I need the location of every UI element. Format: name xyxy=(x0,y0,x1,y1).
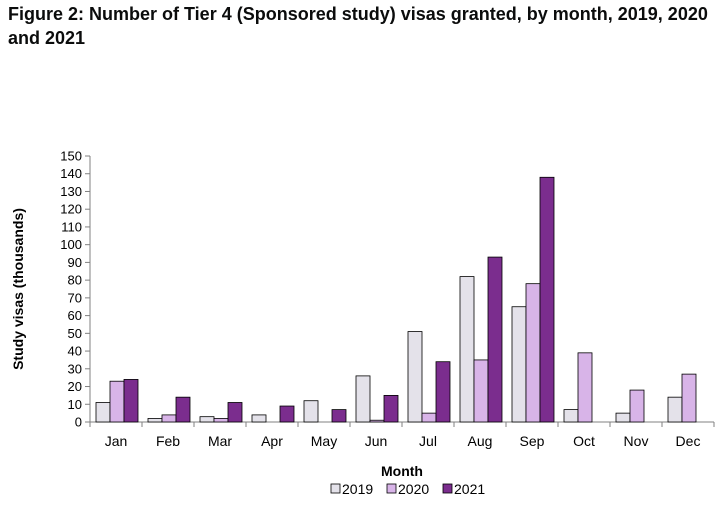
x-tick-label: May xyxy=(311,433,337,449)
bar-2021-jul xyxy=(435,361,451,423)
bar-2019-mar xyxy=(199,416,215,423)
y-tick-label: 150 xyxy=(60,149,82,164)
bars xyxy=(95,176,697,423)
y-tick-label: 20 xyxy=(68,379,82,394)
legend-swatch-2019 xyxy=(330,483,341,494)
y-tick-label: 100 xyxy=(60,237,82,252)
y-tick-label: 110 xyxy=(61,219,82,234)
bar-2021-aug xyxy=(487,256,503,423)
bar-2019-apr xyxy=(251,414,267,423)
figure-title: Figure 2: Number of Tier 4 (Sponsored st… xyxy=(8,4,708,48)
x-tick-label: Sep xyxy=(520,433,545,449)
bar-2019-sep xyxy=(511,306,527,423)
y-tick-label: 80 xyxy=(68,273,82,288)
legend-label-2020: 2020 xyxy=(398,481,429,497)
bar-2019-nov xyxy=(615,412,631,423)
bar-2019-feb xyxy=(147,418,163,423)
y-tick-label: 40 xyxy=(68,344,82,359)
bar-2021-apr xyxy=(279,405,295,423)
x-tick-label: Dec xyxy=(676,433,701,449)
bar-2020-mar xyxy=(213,418,229,423)
x-tick-label: Mar xyxy=(208,433,232,449)
bar-2021-sep xyxy=(539,176,555,423)
x-axis: Jan Feb Mar Apr May Jun Jul Aug Sep Oct Nov Dec xyxy=(89,421,715,449)
x-tick-label: Aug xyxy=(468,433,493,449)
x-axis-title: Month xyxy=(381,463,423,479)
bar-2021-jun xyxy=(383,394,399,423)
legend-swatch-2021 xyxy=(442,483,453,494)
bar-2019-oct xyxy=(563,409,579,423)
y-tick-label: 130 xyxy=(60,184,82,199)
y-tick-label: 90 xyxy=(68,255,82,270)
y-axis: 0 10 20 30 40 50 60 70 80 90 100 110 120 130 140 150 xyxy=(60,149,91,430)
bar-2020-jan xyxy=(109,380,125,423)
bar-2019-may xyxy=(303,400,319,423)
bar-2020-aug xyxy=(473,359,489,423)
bar-2021-jan xyxy=(123,379,139,423)
x-tick-label: Jul xyxy=(419,433,437,449)
y-tick-label: 30 xyxy=(68,361,82,376)
bar-2020-feb xyxy=(161,414,177,423)
x-tick-label: Jun xyxy=(365,433,388,449)
x-tick-label: Nov xyxy=(624,433,649,449)
bar-2019-aug xyxy=(459,276,475,423)
bar-2021-mar xyxy=(227,402,243,423)
y-tick-label: 0 xyxy=(75,415,82,430)
bar-2020-dec xyxy=(681,373,697,423)
bar-2020-jun xyxy=(369,419,385,423)
bar-2019-jun xyxy=(355,375,371,423)
bar-2020-oct xyxy=(577,352,593,423)
legend-swatch-2020 xyxy=(386,483,397,494)
y-tick-label: 70 xyxy=(68,290,82,305)
legend-label-2021: 2021 xyxy=(454,481,485,497)
x-tick-label: Oct xyxy=(573,433,595,449)
x-tick-label: Apr xyxy=(261,433,283,449)
bar-2021-may xyxy=(331,409,347,423)
legend-label-2019: 2019 xyxy=(342,481,373,497)
bar-2019-jul xyxy=(407,331,423,423)
y-tick-label: 120 xyxy=(60,202,82,217)
x-tick-label: Feb xyxy=(156,433,180,449)
bar-2020-sep xyxy=(525,283,541,423)
bar-2019-dec xyxy=(667,396,683,423)
bar-2020-nov xyxy=(629,389,645,423)
bar-2020-jul xyxy=(421,412,437,423)
bar-2019-jan xyxy=(95,402,111,423)
x-tick-label: Jan xyxy=(105,433,128,449)
bar-2021-feb xyxy=(175,396,191,423)
y-tick-label: 10 xyxy=(68,397,82,412)
y-tick-label: 50 xyxy=(68,326,82,341)
legend: 2019 2020 2021 xyxy=(330,481,485,497)
y-tick-label: 140 xyxy=(60,166,82,181)
y-axis-title: Study visas (thousands) xyxy=(10,208,26,370)
y-tick-label: 60 xyxy=(68,308,82,323)
